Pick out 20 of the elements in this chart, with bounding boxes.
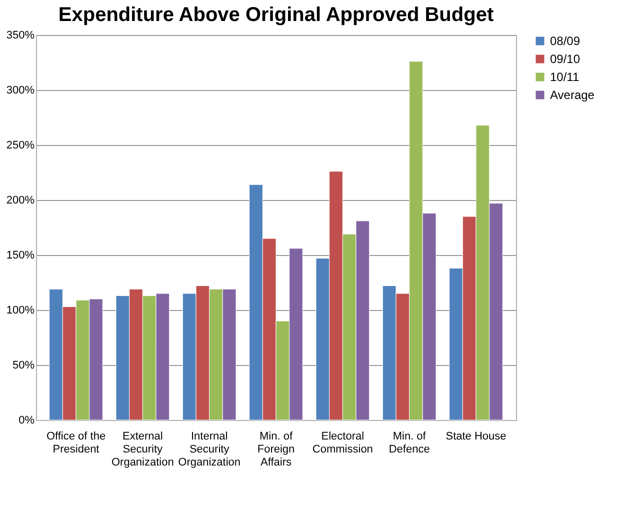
legend-label: 08/09: [550, 34, 580, 48]
y-tick-label: 350%: [6, 30, 35, 42]
y-tick-label: 0%: [18, 414, 35, 426]
x-tick-label: Internal Security Organization: [178, 430, 241, 468]
chart-title: Expenditure Above Original Approved Budget: [58, 4, 494, 26]
y-tick-label: 150%: [6, 250, 35, 262]
legend-label: 10/11: [550, 70, 580, 84]
x-tick-label: Min. of Foreign Affairs: [257, 430, 295, 468]
legend-label: 09/10: [550, 52, 580, 66]
y-tick-label: 100%: [6, 304, 35, 316]
legend-label: Average: [550, 88, 595, 102]
x-tick-label: State House: [446, 430, 506, 442]
x-tick-label: External Security Organization: [111, 430, 174, 468]
y-tick-label: 250%: [6, 140, 35, 152]
x-tick-label: Min. of Defence: [388, 430, 430, 456]
x-tick-label: Office of the President: [46, 430, 106, 456]
y-tick-label: 200%: [6, 194, 35, 206]
y-tick-label: 50%: [12, 360, 35, 372]
x-tick-label: Electoral Commission: [312, 430, 373, 456]
y-tick-label: 300%: [6, 84, 35, 96]
